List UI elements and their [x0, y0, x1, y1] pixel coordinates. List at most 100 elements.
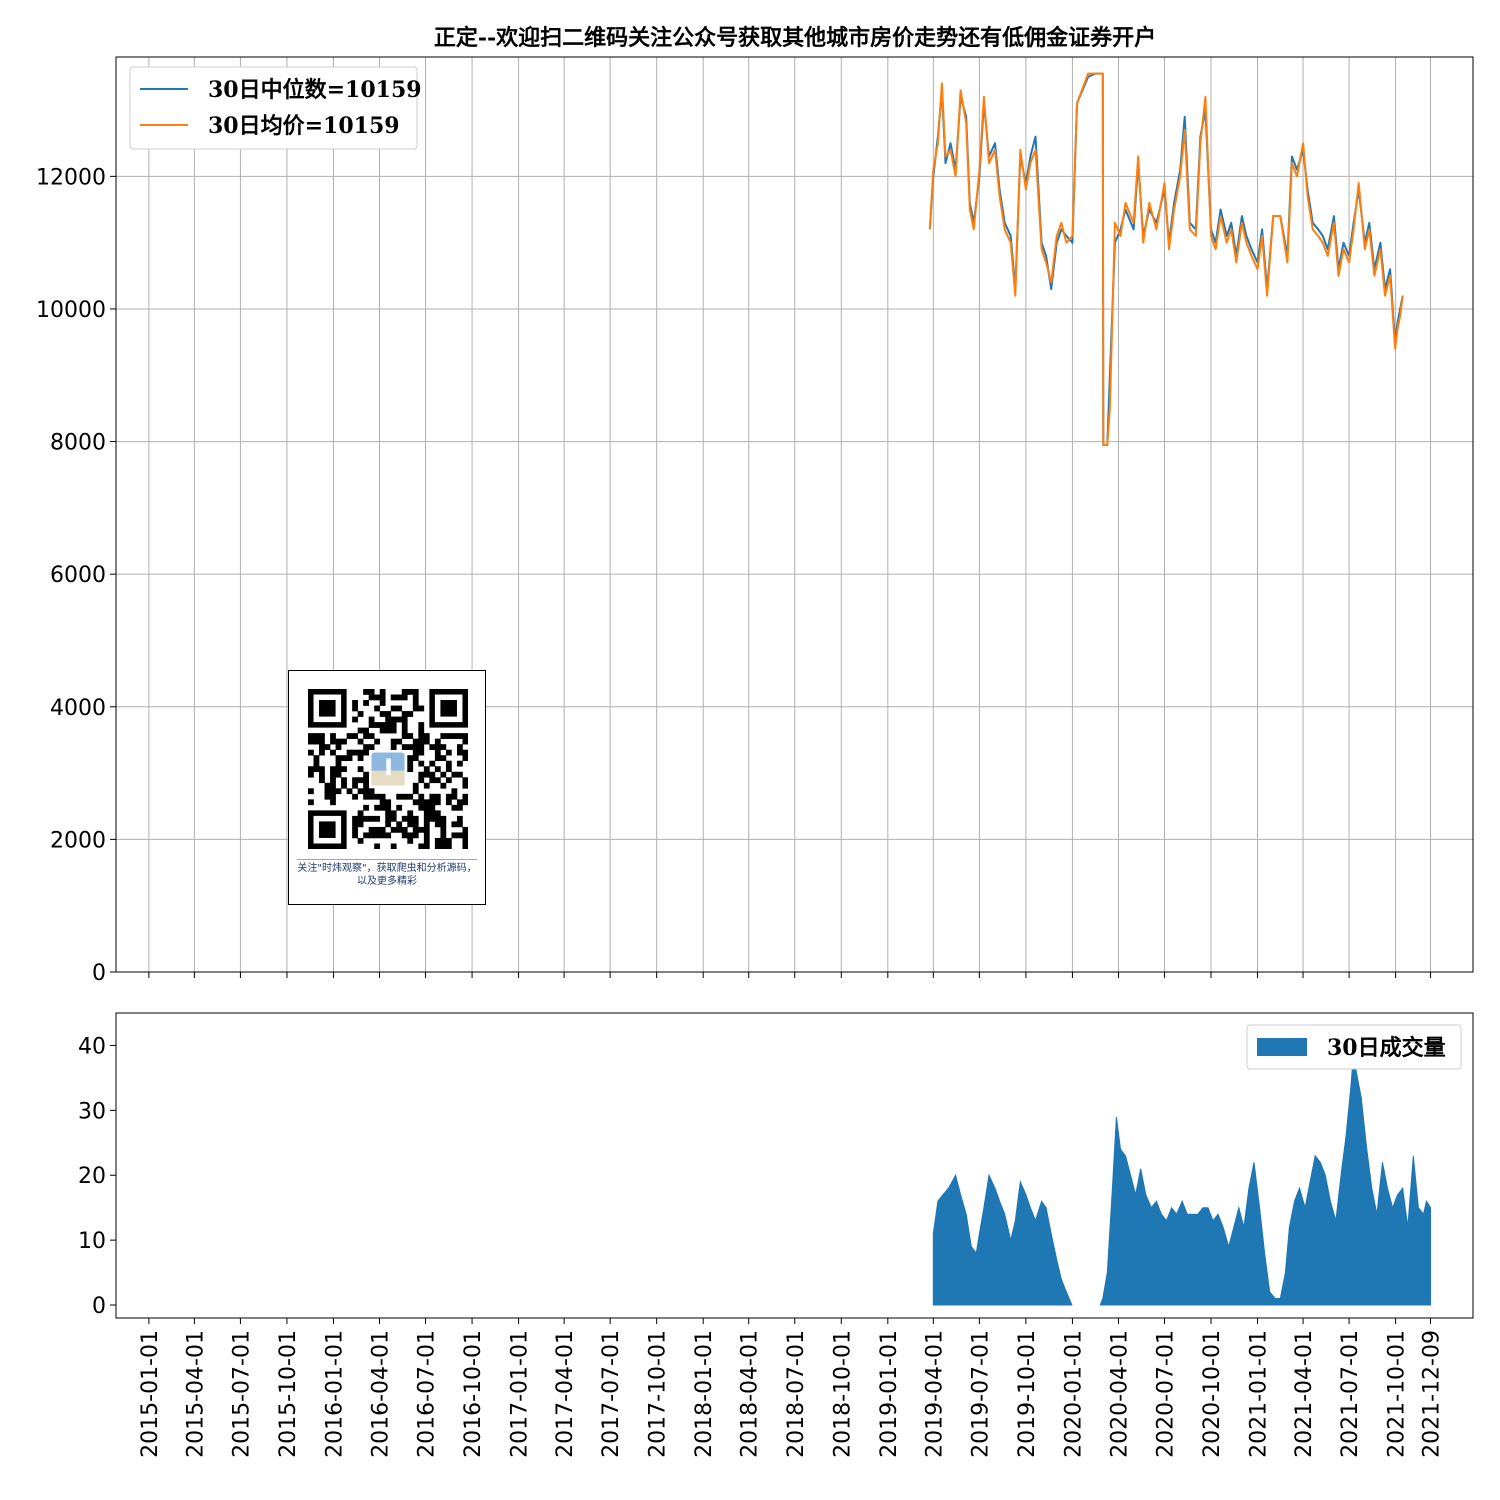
qr-module	[363, 689, 369, 695]
qr-module	[451, 821, 458, 828]
qr-module	[368, 788, 375, 795]
qr-module	[462, 777, 468, 784]
qr-module	[352, 815, 358, 822]
qr-module	[363, 777, 369, 784]
bottom-x-tick-label: 2021-01-01	[1247, 1330, 1272, 1458]
qr-module	[396, 694, 403, 701]
qr-module	[445, 733, 452, 739]
qr-module	[357, 837, 364, 844]
qr-module	[330, 788, 336, 795]
bottom-x-tick-label: 2021-07-01	[1338, 1330, 1363, 1458]
qr-module	[330, 799, 336, 806]
qr-module	[423, 804, 430, 811]
qr-module	[335, 755, 342, 762]
qr-module	[423, 738, 430, 745]
qr-module	[401, 694, 408, 701]
qr-module	[324, 793, 331, 800]
qr-finder-core	[440, 700, 457, 717]
qr-module	[418, 705, 425, 712]
qr-module	[418, 804, 425, 811]
qr-module	[341, 755, 347, 762]
qr-module	[401, 727, 408, 734]
qr-module	[308, 733, 314, 739]
qr-module	[390, 815, 397, 822]
qr-module	[330, 738, 336, 745]
qr-module	[352, 733, 358, 739]
qr-module	[385, 804, 392, 811]
bottom-x-tick-label: 2019-04-01	[922, 1330, 947, 1458]
qr-module	[390, 826, 397, 833]
qr-module	[434, 755, 441, 762]
top-series-lines	[928, 72, 1404, 446]
qr-module	[412, 755, 419, 762]
bottom-x-tick-label: 2016-07-01	[415, 1330, 440, 1458]
qr-module	[418, 793, 425, 800]
qr-module	[445, 837, 452, 844]
qr-module	[412, 782, 419, 789]
bottom-y-axis: 0 10 20 30 40	[78, 1034, 116, 1319]
qr-module	[374, 804, 381, 811]
qr-module	[368, 744, 375, 750]
legend-label-median: 30日中位数=10159	[208, 77, 422, 103]
qr-module	[445, 749, 452, 756]
qr-module	[319, 749, 325, 756]
qr-module	[456, 771, 463, 778]
qr-module	[341, 777, 347, 784]
qr-module	[363, 733, 369, 739]
qr-module	[335, 771, 342, 778]
qr-module	[456, 749, 463, 756]
qr-module	[385, 810, 392, 817]
bottom-x-tick-label: 2015-07-01	[229, 1330, 254, 1458]
bottom-x-tick-label: 2017-04-01	[553, 1330, 578, 1458]
qr-module	[385, 832, 392, 839]
qr-module	[357, 788, 364, 795]
qr-module	[363, 832, 369, 839]
qr-module	[385, 727, 392, 734]
qr-module	[379, 832, 386, 839]
qr-module	[346, 755, 353, 762]
qr-module	[423, 826, 430, 833]
qr-module	[363, 793, 369, 800]
qr-module	[396, 716, 403, 723]
qr-module	[451, 788, 458, 795]
qr-module	[368, 722, 375, 728]
qr-module	[462, 832, 468, 839]
qr-module	[390, 722, 397, 728]
qr-module	[368, 716, 375, 723]
qr-module	[357, 766, 364, 773]
qr-module	[341, 738, 347, 745]
qr-module	[363, 782, 369, 789]
qr-module	[423, 815, 430, 822]
qr-module	[429, 793, 436, 800]
qr-module	[357, 815, 364, 822]
qr-module	[412, 738, 419, 745]
qr-module	[440, 733, 447, 739]
qr-module	[407, 810, 414, 817]
qr-module	[368, 694, 375, 701]
qr-module	[407, 711, 414, 717]
qr-module	[374, 738, 381, 745]
qr-module	[368, 815, 375, 822]
qr-module	[429, 815, 436, 822]
qr-module	[445, 799, 452, 806]
qr-module	[335, 744, 342, 750]
qr-module	[456, 804, 463, 811]
top-grid	[116, 57, 1473, 973]
qr-module	[374, 815, 381, 822]
qr-module	[407, 733, 414, 739]
qr-module	[423, 766, 430, 773]
qr-module	[324, 788, 331, 795]
qr-module	[434, 810, 441, 817]
top-legend: 30日中位数=10159 30日均价=10159	[129, 66, 422, 150]
qr-module	[379, 711, 386, 717]
qr-module	[456, 799, 463, 806]
qr-module	[434, 837, 441, 844]
qr-code-icon	[308, 689, 468, 849]
qr-module	[352, 777, 358, 784]
top-legend-box	[129, 66, 418, 150]
qr-module	[418, 777, 425, 784]
qr-module	[352, 826, 358, 833]
qr-module	[357, 810, 364, 817]
qr-module	[412, 689, 419, 695]
qr-module	[357, 711, 364, 717]
